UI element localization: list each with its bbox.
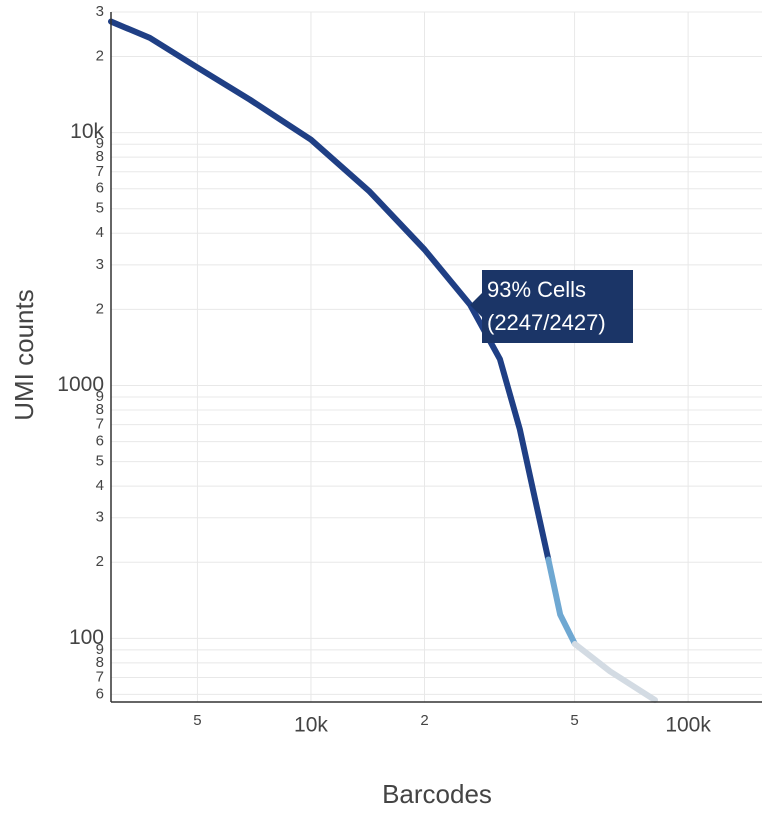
annotation-text: (2247/2427): [487, 310, 606, 335]
y-tick-label: 9: [96, 641, 104, 658]
y-axis-title: UMI counts: [9, 289, 39, 421]
annotation-box: [470, 270, 633, 343]
plot-lines: [108, 18, 659, 704]
y-tick-label: 5: [96, 453, 104, 470]
y-tick-label: 2: [96, 47, 104, 64]
series-line: [571, 640, 659, 704]
series-line: [108, 18, 552, 563]
y-tick-label: 6: [96, 685, 104, 702]
y-tick-label: 10k: [70, 120, 104, 143]
x-tick-label: 5: [193, 712, 201, 729]
y-tick-label: 8: [96, 654, 104, 671]
y-tick-label: 3: [96, 3, 104, 20]
annotation-text: 93% Cells: [487, 277, 586, 302]
axes: [110, 12, 762, 703]
y-tick-label: 2: [96, 300, 104, 317]
y-tick-label: 8: [96, 401, 104, 418]
y-tick-label: 7: [96, 416, 104, 433]
x-tick-label: 10k: [294, 714, 328, 737]
y-tick-label: 5: [96, 200, 104, 217]
y-tick-label: 2: [96, 553, 104, 570]
y-tick-label: 4: [96, 477, 104, 494]
y-tick-label: 6: [96, 433, 104, 450]
y-tick-label: 7: [96, 163, 104, 180]
y-tick-label: 1000: [57, 373, 104, 396]
y-tick-label: 3: [96, 509, 104, 526]
y-tick-label: 6: [96, 180, 104, 197]
x-tick-label: 5: [570, 712, 578, 729]
x-axis-title: Barcodes: [382, 779, 492, 809]
x-tick-label: 100k: [665, 714, 711, 737]
y-tick-label: 4: [96, 224, 104, 241]
x-tick-label: 2: [420, 712, 428, 729]
y-tick-label: 9: [96, 388, 104, 405]
y-tick-label: 7: [96, 668, 104, 685]
y-tick-label: 3: [96, 256, 104, 273]
y-tick-label: 100: [69, 626, 104, 649]
annotation: 93% Cells (2247/2427): [470, 270, 633, 343]
series-line: [545, 556, 578, 647]
grid: [111, 11, 762, 702]
y-tick-label: 8: [96, 148, 104, 165]
y-tick-label: 9: [96, 135, 104, 152]
